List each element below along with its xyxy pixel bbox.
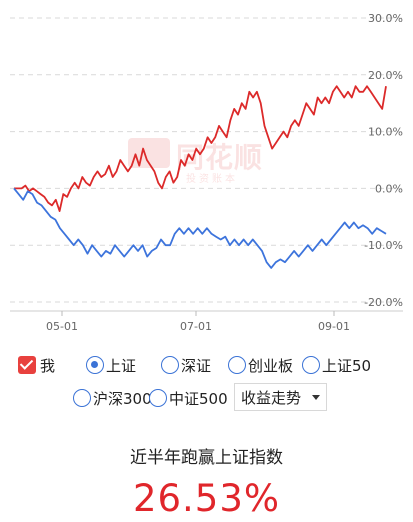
shenzhen-label: 深证	[181, 356, 212, 375]
shanghai-radio[interactable]: 上证	[86, 354, 136, 376]
csi500-radio[interactable]: 中证500	[149, 387, 228, 409]
x-tick-label: 09-01	[318, 320, 350, 333]
radio-selected-icon	[86, 356, 104, 374]
radio-icon	[149, 389, 167, 407]
sse50-label: 上证50	[322, 356, 372, 375]
performance-chart: 同花顺 投资账本 30.0% 20.0% 10.0% 0.0% -10.0% -20.0%…	[10, 12, 403, 333]
checkbox-checked-icon	[18, 356, 36, 374]
y-tick-label: 20.0%	[368, 69, 403, 82]
y-tick-label: 0.0%	[375, 182, 403, 195]
csi500-label: 中证500	[169, 389, 228, 408]
series-line-index	[13, 187, 387, 269]
series-line-me	[14, 85, 387, 213]
watermark-logo: 同花顺 投资账本	[128, 138, 278, 186]
hs300-label: 沪深300	[93, 389, 152, 408]
x-tick-label: 05-01	[46, 320, 78, 333]
shenzhen-radio[interactable]: 深证	[161, 354, 211, 376]
dropdown-value: 收益走势	[241, 388, 302, 407]
chart-canvas: 30.0% 20.0% 10.0% 0.0% -10.0% -20.0% 05-01 07-0…	[10, 12, 403, 333]
radio-icon	[228, 356, 246, 374]
radio-icon	[73, 389, 91, 407]
chart-type-dropdown[interactable]: 收益走势	[234, 383, 327, 411]
me-checkbox[interactable]: 我	[18, 354, 55, 376]
radio-icon	[161, 356, 179, 374]
y-tick-label: 30.0%	[368, 12, 403, 25]
me-label: 我	[40, 356, 56, 375]
y-tick-label: -20.0%	[364, 296, 403, 309]
y-tick-label: 10.0%	[368, 126, 403, 139]
chinext-radio[interactable]: 创业板	[228, 354, 293, 376]
caret-down-icon	[312, 395, 320, 400]
summary-title: 近半年跑赢上证指数	[130, 448, 283, 468]
y-tick-label: -10.0%	[364, 239, 403, 252]
sse50-radio[interactable]: 上证50	[302, 354, 371, 376]
x-tick-label: 07-01	[180, 320, 212, 333]
chinext-label: 创业板	[248, 356, 294, 375]
summary-value: 26.53%	[132, 477, 281, 520]
hs300-radio[interactable]: 沪深300	[73, 387, 152, 409]
shanghai-label: 上证	[106, 356, 137, 375]
radio-icon	[302, 356, 320, 374]
